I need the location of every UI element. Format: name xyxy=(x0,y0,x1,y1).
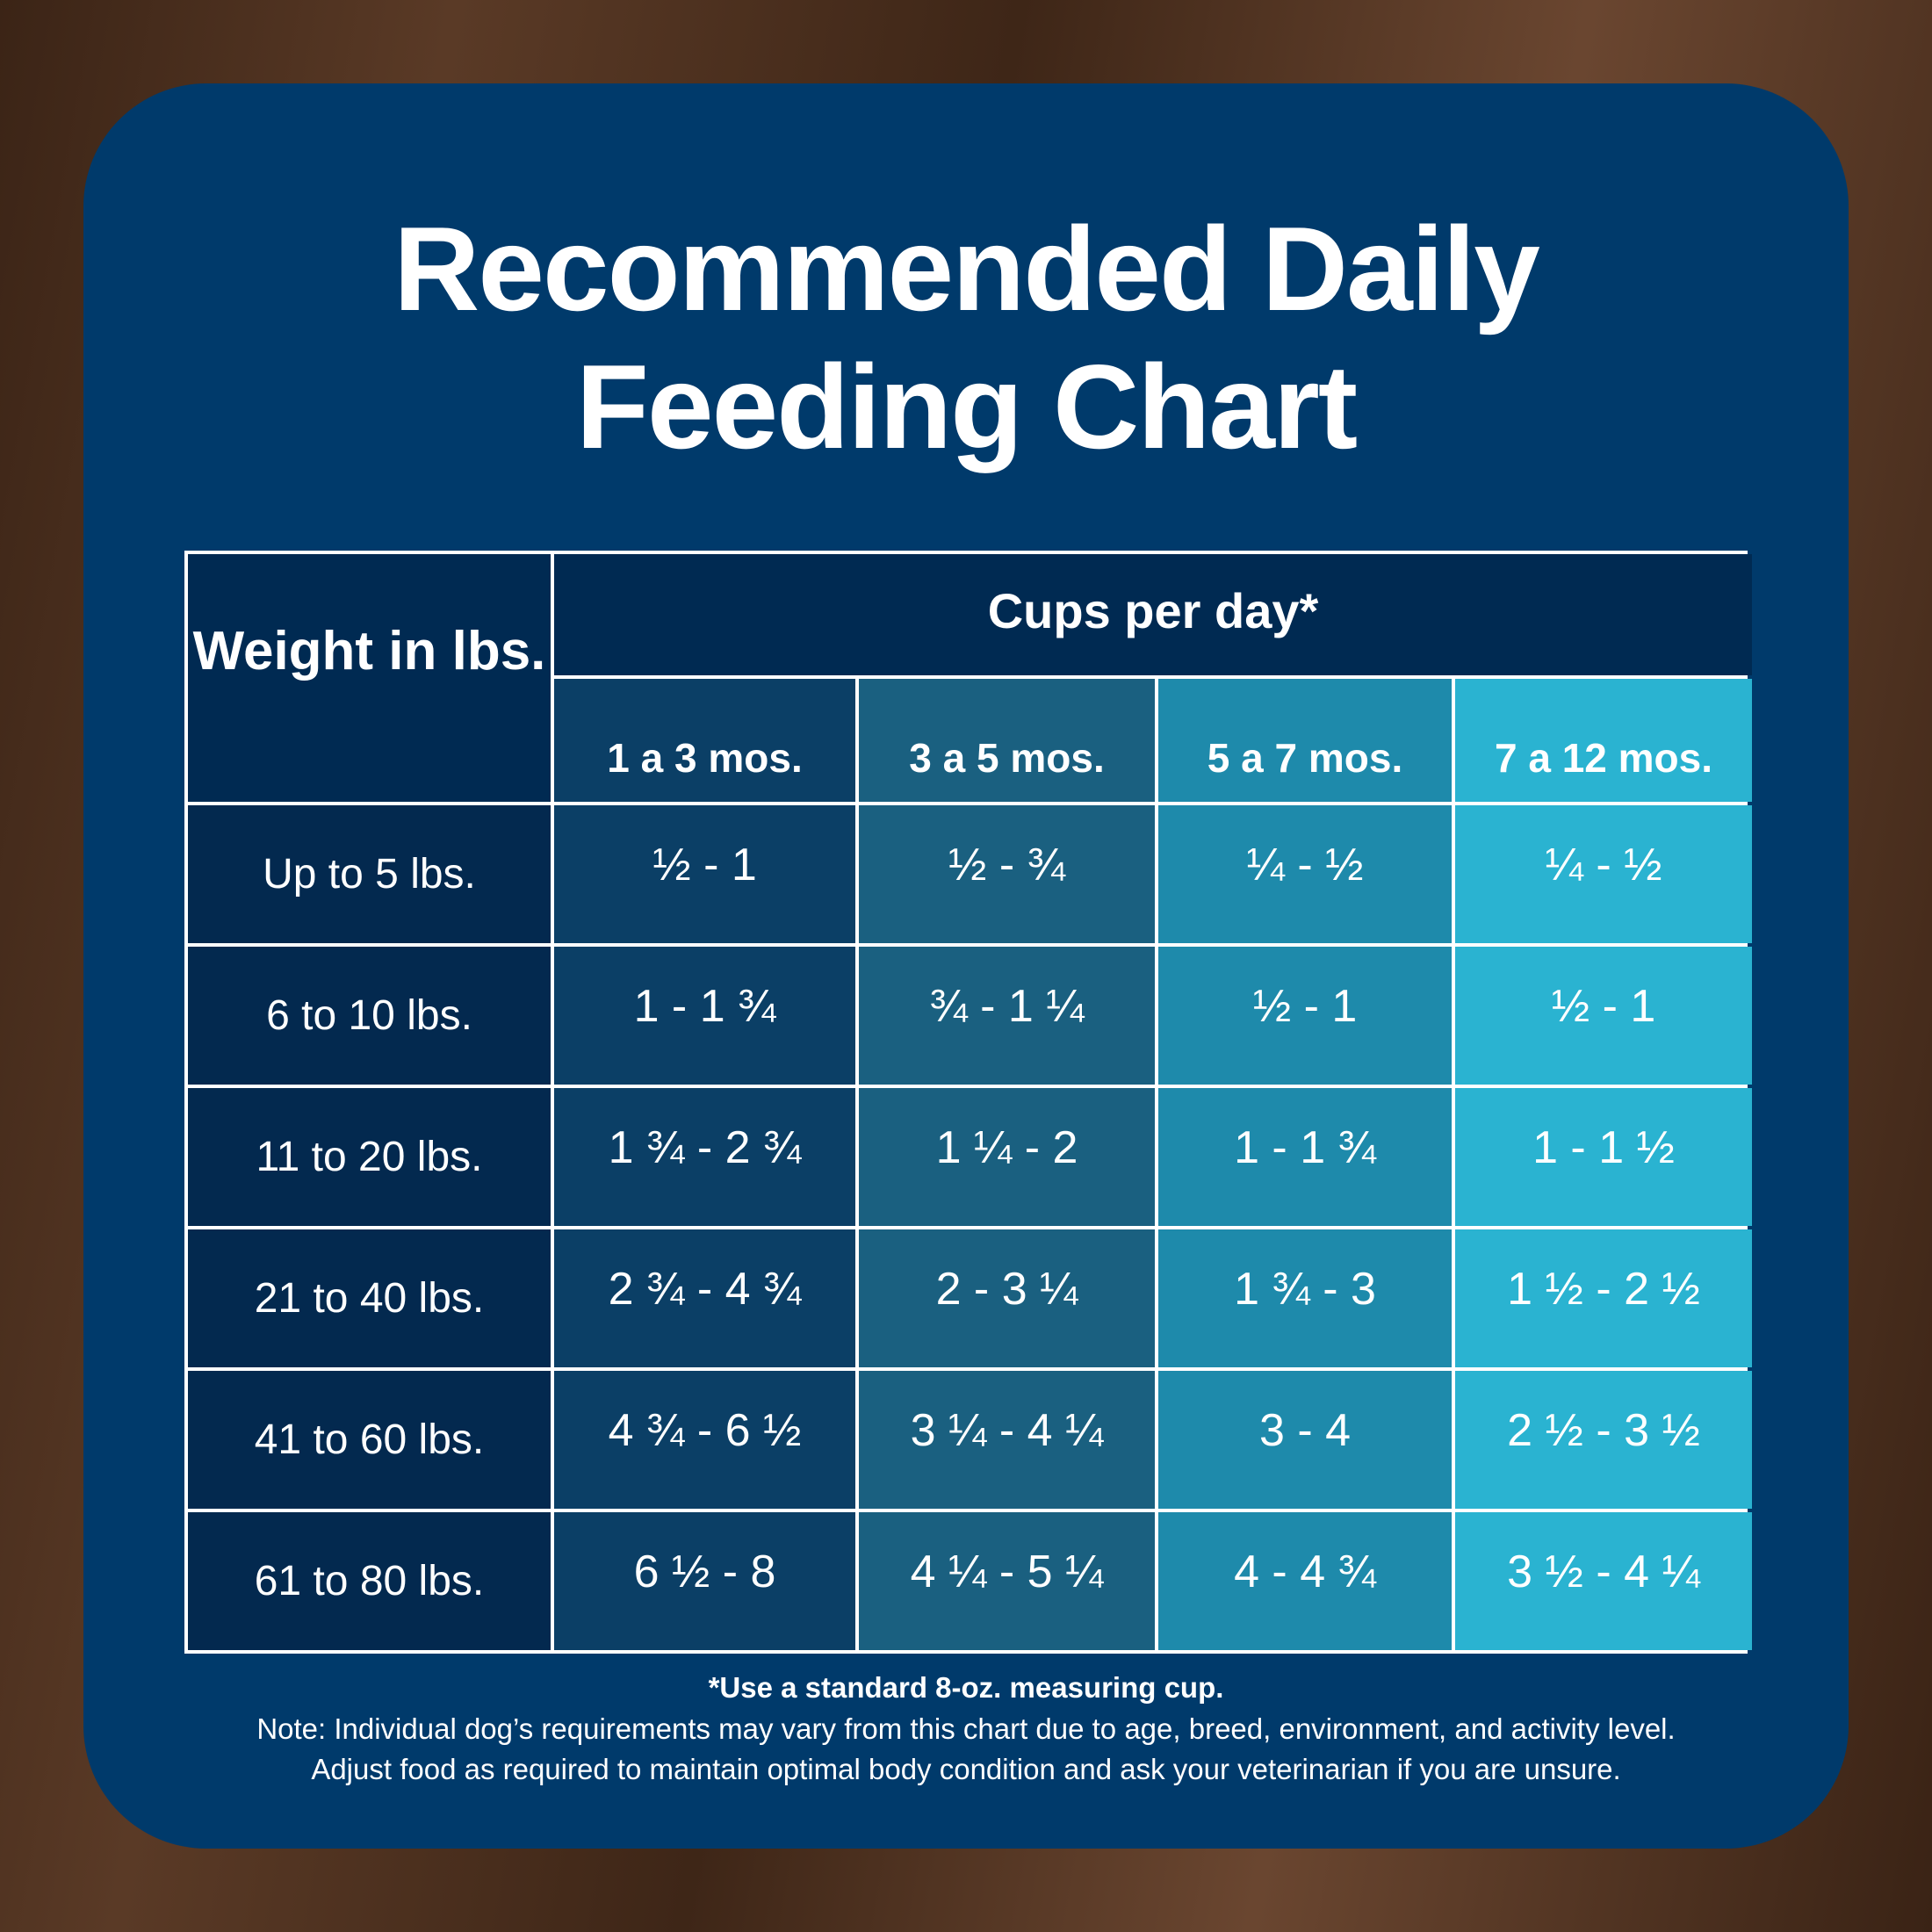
cups-value-cell: ¾ - 1 ¼ xyxy=(859,947,1155,1085)
cups-value-cell: 2 - 3 ¼ xyxy=(859,1229,1155,1367)
cups-value-cell: 6 ½ - 8 xyxy=(554,1512,855,1650)
cups-value-cell: 1 ¾ - 2 ¾ xyxy=(554,1088,855,1226)
feeding-table: Weight in lbs. Cups per day* 1 a 3 mos. … xyxy=(184,551,1752,1654)
weight-cell: 6 to 10 lbs. xyxy=(188,947,551,1085)
age-column-header: 1 a 3 mos. xyxy=(554,679,855,802)
cups-value-cell: 4 - 4 ¾ xyxy=(1158,1512,1452,1650)
age-column-header: 3 a 5 mos. xyxy=(859,679,1155,802)
cups-value-cell: 1 ½ - 2 ½ xyxy=(1455,1229,1752,1367)
cups-value-cell: 1 - 1 ¾ xyxy=(554,947,855,1085)
cups-value-cell: 4 ¾ - 6 ½ xyxy=(554,1371,855,1509)
weight-header: Weight in lbs. xyxy=(188,554,551,802)
cups-value-cell: 4 ¼ - 5 ¼ xyxy=(859,1512,1155,1650)
cups-value-cell: 3 - 4 xyxy=(1158,1371,1452,1509)
weight-cell: 21 to 40 lbs. xyxy=(188,1229,551,1367)
cups-value-cell: ½ - ¾ xyxy=(859,805,1155,943)
cups-value-cell: ¼ - ½ xyxy=(1455,805,1752,943)
cups-value-cell: ½ - 1 xyxy=(1158,947,1452,1085)
footnote-cup: *Use a standard 8-oz. measuring cup. xyxy=(708,1671,1224,1704)
cups-value-cell: 1 ¼ - 2 xyxy=(859,1088,1155,1226)
footnote-note2: Adjust food as required to maintain opti… xyxy=(311,1753,1621,1785)
cups-value-cell: ½ - 1 xyxy=(554,805,855,943)
weight-cell: 61 to 80 lbs. xyxy=(188,1512,551,1650)
cups-value-cell: 1 - 1 ½ xyxy=(1455,1088,1752,1226)
cups-value-cell: 1 - 1 ¾ xyxy=(1158,1088,1452,1226)
cups-value-cell: ¼ - ½ xyxy=(1158,805,1452,943)
footnote-note1: Note: Individual dog’s requirements may … xyxy=(256,1712,1676,1745)
cups-value-cell: ½ - 1 xyxy=(1455,947,1752,1085)
age-column-header: 7 a 12 mos. xyxy=(1455,679,1752,802)
cups-value-cell: 2 ½ - 3 ½ xyxy=(1455,1371,1752,1509)
age-column-header: 5 a 7 mos. xyxy=(1158,679,1452,802)
page-title-line2: Feeding Chart xyxy=(575,340,1358,473)
weight-cell: 11 to 20 lbs. xyxy=(188,1088,551,1226)
weight-cell: 41 to 60 lbs. xyxy=(188,1371,551,1509)
cups-value-cell: 1 ¾ - 3 xyxy=(1158,1229,1452,1367)
cups-value-cell: 3 ½ - 4 ¼ xyxy=(1455,1512,1752,1650)
weight-cell: Up to 5 lbs. xyxy=(188,805,551,943)
cups-header: Cups per day* xyxy=(554,554,1752,675)
cups-value-cell: 3 ¼ - 4 ¼ xyxy=(859,1371,1155,1509)
page-title-line1: Recommended Daily xyxy=(393,202,1540,335)
cups-value-cell: 2 ¾ - 4 ¾ xyxy=(554,1229,855,1367)
